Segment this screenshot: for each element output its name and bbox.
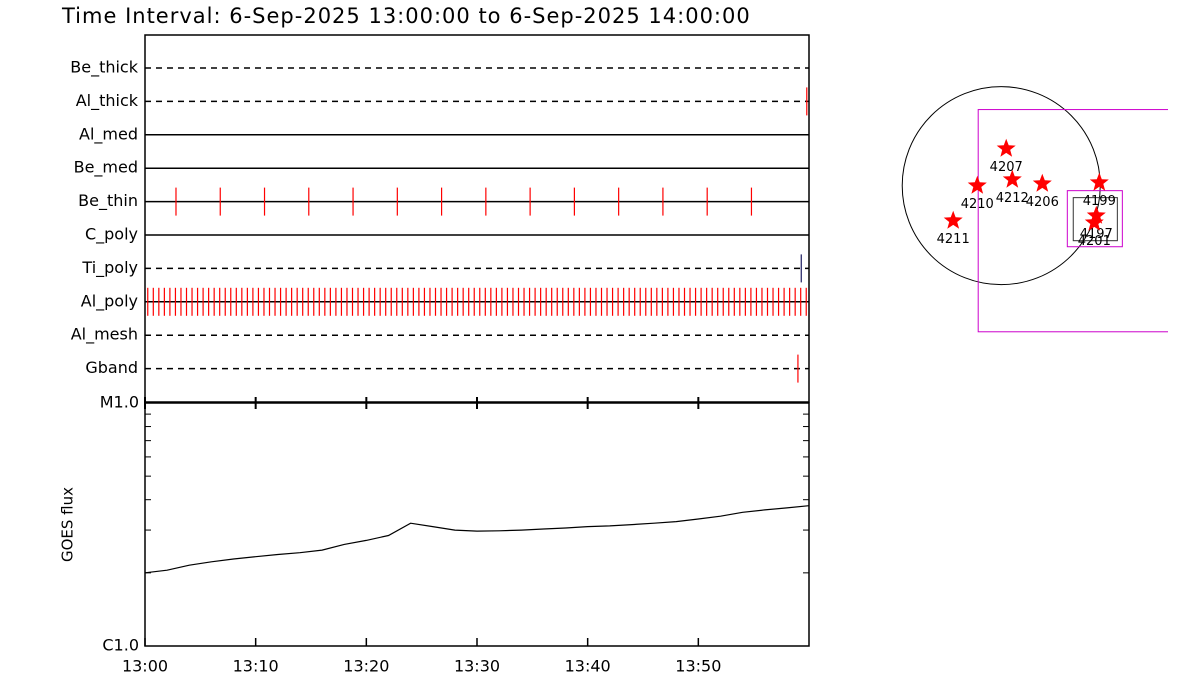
x-tick-label: 13:30: [454, 657, 500, 676]
region-star: [996, 138, 1016, 157]
region-label: 4211: [937, 232, 970, 247]
x-tick-label: 13:50: [675, 657, 721, 676]
filter-label: Al_poly: [81, 291, 138, 311]
fov-box: [977, 109, 1168, 333]
y-axis-label: GOES flux: [59, 487, 77, 562]
timeline-frame: [144, 34, 810, 403]
region-label: 4197: [1080, 227, 1113, 242]
filter-label: Be_thin: [78, 191, 138, 211]
filter-label: Be_med: [74, 158, 138, 178]
title: Time Interval: 6-Sep-2025 13:00:00 to 6-…: [61, 4, 751, 28]
filter-label: Ti_poly: [81, 258, 138, 278]
filter-label: C_poly: [85, 225, 138, 245]
fov-box: [1072, 197, 1118, 242]
y-tick-label: M1.0: [100, 393, 139, 412]
goes-line: [144, 505, 810, 574]
region-star: [1002, 169, 1022, 188]
filter-label: Be_thick: [70, 58, 138, 78]
goes-frame: [144, 402, 810, 647]
region-star: [943, 210, 963, 229]
region-label: 4207: [990, 160, 1023, 175]
region-star: [967, 175, 987, 194]
x-tick-label: 13:10: [233, 657, 279, 676]
x-tick-label: 13:20: [343, 657, 389, 676]
solar-disk: [901, 86, 1101, 286]
x-tick-label: 13:00: [122, 657, 168, 676]
region-label: 4206: [1026, 195, 1059, 210]
region-label: 4212: [996, 191, 1029, 206]
region-star: [1089, 172, 1109, 191]
region-star: [1086, 205, 1106, 224]
region-star: [1084, 212, 1104, 231]
region-star: [1032, 173, 1052, 192]
y-tick-label: C1.0: [102, 636, 139, 655]
filter-label: Al_med: [79, 124, 138, 144]
fov-box: [1066, 190, 1123, 248]
filter-label: Gband: [85, 358, 138, 377]
region-label: 4199: [1083, 194, 1116, 209]
region-label: 4210: [961, 197, 994, 212]
x-tick-label: 13:40: [565, 657, 611, 676]
filter-label: Al_mesh: [71, 325, 138, 345]
filter-label: Al_thick: [76, 91, 139, 111]
region-label: 4201: [1078, 234, 1111, 249]
